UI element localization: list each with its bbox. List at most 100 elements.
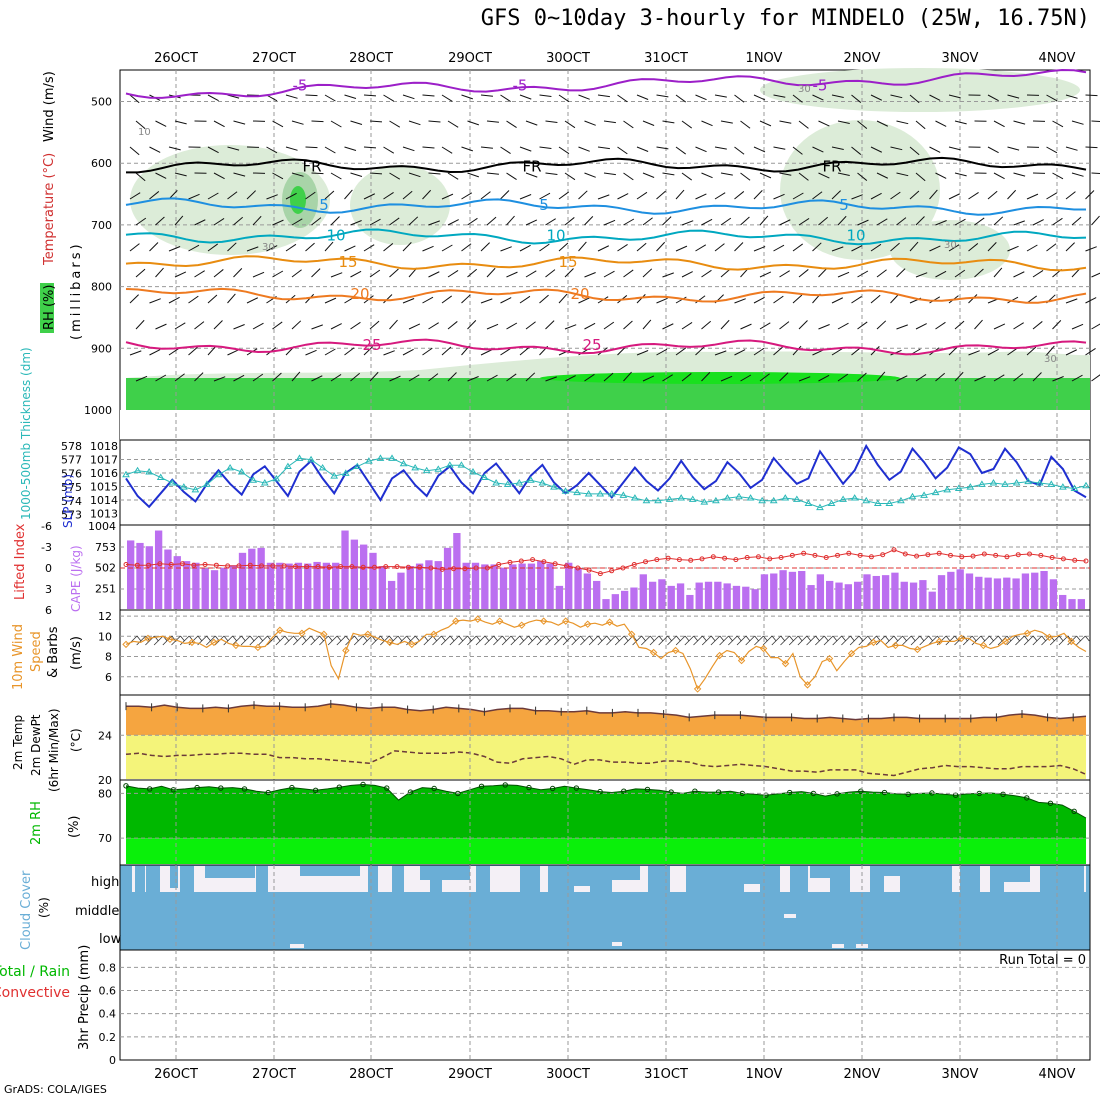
wind-barb [1085,190,1095,200]
rh2m-point [312,787,319,793]
cape-bar [192,562,200,609]
wind-barb [851,146,862,155]
wind10m-barb-tick [475,635,481,642]
rh2m-point [1071,808,1077,815]
wind-barb [330,172,342,180]
wind-barb [311,268,321,278]
high-cloud-cell [476,866,490,892]
wind10m-barb-tick [884,635,890,642]
li-point [631,562,637,567]
top-date-label: 31OCT [644,51,688,66]
wind10m-barb [562,635,573,646]
wind10m-barb-tick [745,635,751,642]
li-point [597,571,603,577]
wind10m-barb [501,635,512,646]
li-point [722,555,728,561]
wind-barb [266,146,278,154]
wind-barb [188,244,200,252]
wind-barb [135,217,147,226]
precip-units-label: 3hr Precip (mm) [77,945,92,1050]
wind10m-barb [849,635,860,646]
wind-barb [837,120,850,124]
contour-label: 25 [362,336,381,354]
wind-barb [701,372,711,382]
y-tick-label: 24 [98,729,112,742]
wind-barb [968,192,979,200]
slp-grid [120,440,1090,525]
thickness-point [272,474,281,482]
y-tick-label: 80 [98,787,112,800]
wind10m-barb [893,635,903,646]
wind-barb [207,94,219,102]
wind10m-barb [206,635,216,646]
wind-barb [948,193,961,200]
wind10m-barb [989,635,999,646]
thickness-point [295,454,304,461]
wind-barb [734,298,746,304]
wind-barb [506,215,515,226]
wind10m-barb-tick [275,635,281,642]
wind10m-barb-tick [980,635,986,642]
y-tick-label: 753 [95,541,116,554]
wind-barb [402,242,412,252]
wind-barb [227,293,236,304]
y-tick-label: 0 [109,1054,116,1067]
wind10m-barb [762,635,773,646]
wind-barb [207,345,217,356]
wind-barb [363,146,377,149]
wind-barb [1065,94,1078,99]
wind10m-barb-tick [301,635,307,642]
cape-bar [1059,594,1067,609]
wind-barb [915,216,925,226]
wind-barb [564,120,576,129]
temperature-contour [125,228,1087,246]
wind-barb [213,172,225,180]
wind-barb [519,244,531,252]
wind-point [1045,633,1054,642]
wind-barb [584,373,595,382]
li-point [620,565,626,571]
wind10m-barb-tick [945,635,951,642]
wind-barb [812,146,824,153]
wind-barb [701,218,713,226]
wind-barb [1013,220,1025,226]
wind10m-barb [449,635,460,646]
wind10m-barb-tick [136,635,142,642]
thickness-point [457,461,466,468]
li-point [462,566,468,572]
rh2m-point [384,785,390,791]
cape-bar [322,562,331,609]
wind10m-barb-tick [806,635,812,642]
cape-bar [648,581,657,609]
wind10m-barb [232,635,242,646]
wind-barb [734,94,745,103]
cape-bar [788,571,797,609]
wind-barb [311,217,322,226]
wind-barb [1091,215,1100,226]
wind10m-barb-tick [310,635,316,642]
wind10m-barb [554,635,564,646]
wind-barb [363,94,377,97]
li-point [179,561,185,567]
wind-barb [168,296,180,304]
wind-barb [155,120,167,127]
high-cloud-cell [760,866,780,892]
thickness-point [330,472,339,479]
cloud-cover-label: Cloud Cover [19,870,34,950]
wind10m-barb [545,635,555,646]
wind-barb [291,120,304,125]
wind-barb [291,218,303,226]
cloud-cells [126,865,1086,950]
wind-barb [792,345,802,356]
wind-barb [545,376,557,382]
wind-barb [383,350,395,356]
cape-bar [956,569,964,609]
wind10m-barb [823,635,834,646]
wind-barb [948,244,960,252]
wind-barb [525,172,538,178]
wind-barb [656,146,669,150]
temp-fill [125,699,1087,779]
wind-point [496,617,504,625]
contour-label: FR [822,157,841,175]
wind-barb [545,218,556,226]
